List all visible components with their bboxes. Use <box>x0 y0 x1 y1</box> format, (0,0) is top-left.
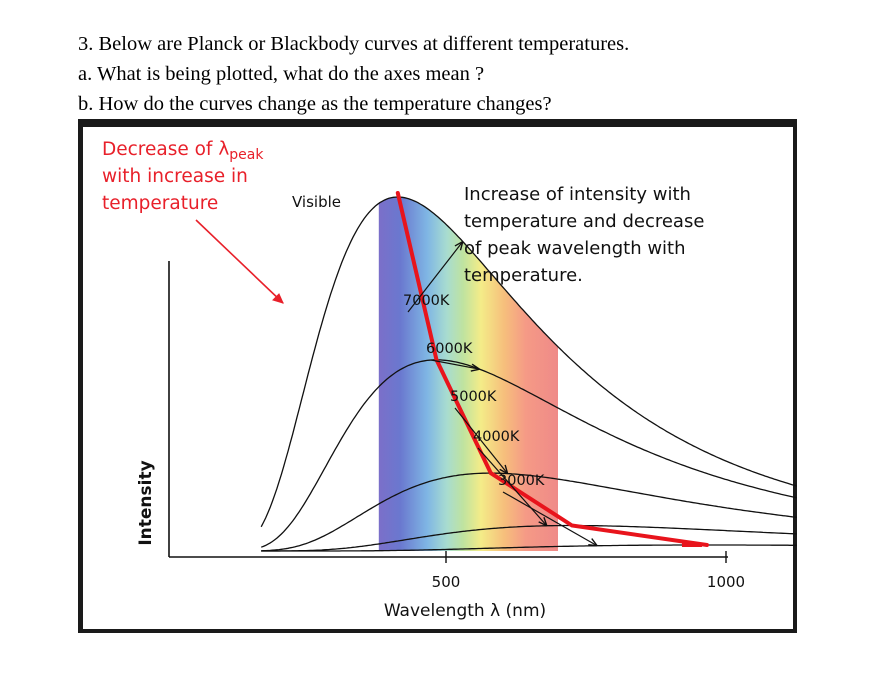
curve-4000k <box>261 524 797 552</box>
pointer-3000k <box>502 491 598 547</box>
question-line-2: a. What is being plotted, what do the ax… <box>78 63 485 85</box>
blackbody-chart: 500100015002000 nm 7000K6000K5000K4000K3… <box>83 127 797 629</box>
intensity-note-line-1: Increase of intensity with <box>464 184 691 205</box>
peak-wavelength-locus <box>395 191 709 547</box>
pointer-head-7000k <box>454 240 464 251</box>
intensity-note-line-2: temperature and decrease <box>464 211 704 232</box>
x-tick-label-500: 500 <box>432 573 461 591</box>
intensity-note-line-3: of peak wavelength with <box>464 238 686 259</box>
blackbody-figure: 500100015002000 nm 7000K6000K5000K4000K3… <box>78 119 797 633</box>
pointer-head-5000k <box>499 464 509 475</box>
curve-7000k <box>260 196 797 528</box>
pointer-head-3000k <box>588 538 598 547</box>
peak-subscript: peak <box>229 147 264 163</box>
temp-label-6000k: 6000K <box>426 341 473 357</box>
visible-label: Visible <box>292 193 341 211</box>
peak-shift-arrow-head <box>272 293 284 304</box>
pointer-head-6000k <box>470 363 480 372</box>
temp-label-7000k: 7000K <box>403 293 450 309</box>
y-axis-label: Intensity <box>136 460 156 545</box>
temp-label-4000k: 4000K <box>473 429 520 445</box>
curve-6000k <box>260 359 797 548</box>
peak-shift-note-line-3: temperature <box>102 193 218 214</box>
peak-shift-note-line-1: Decrease of λpeak <box>102 139 264 163</box>
intensity-note-line-4: temperature. <box>464 265 583 286</box>
pointer-4000k <box>477 447 548 527</box>
pointer-7000k <box>407 241 464 313</box>
temp-label-3000k: 3000K <box>498 473 545 489</box>
curve-5000k <box>261 472 797 552</box>
peak-shift-note-line-2: with increase in <box>102 166 248 187</box>
pointer-6000k <box>430 359 480 370</box>
question-line-3: b. How do the curves change as the tempe… <box>78 93 552 115</box>
question-line-1: 3. Below are Planck or Blackbody curves … <box>78 33 630 55</box>
x-tick-label-1000: 1000 <box>707 573 745 591</box>
curve-3000k <box>261 544 797 552</box>
temp-label-5000k: 5000K <box>450 389 497 405</box>
peak-shift-arrow <box>195 219 284 304</box>
x-axis-label: Wavelength λ (nm) <box>384 601 546 621</box>
pointer-5000k <box>454 407 509 474</box>
pointer-head-4000k <box>538 517 548 527</box>
